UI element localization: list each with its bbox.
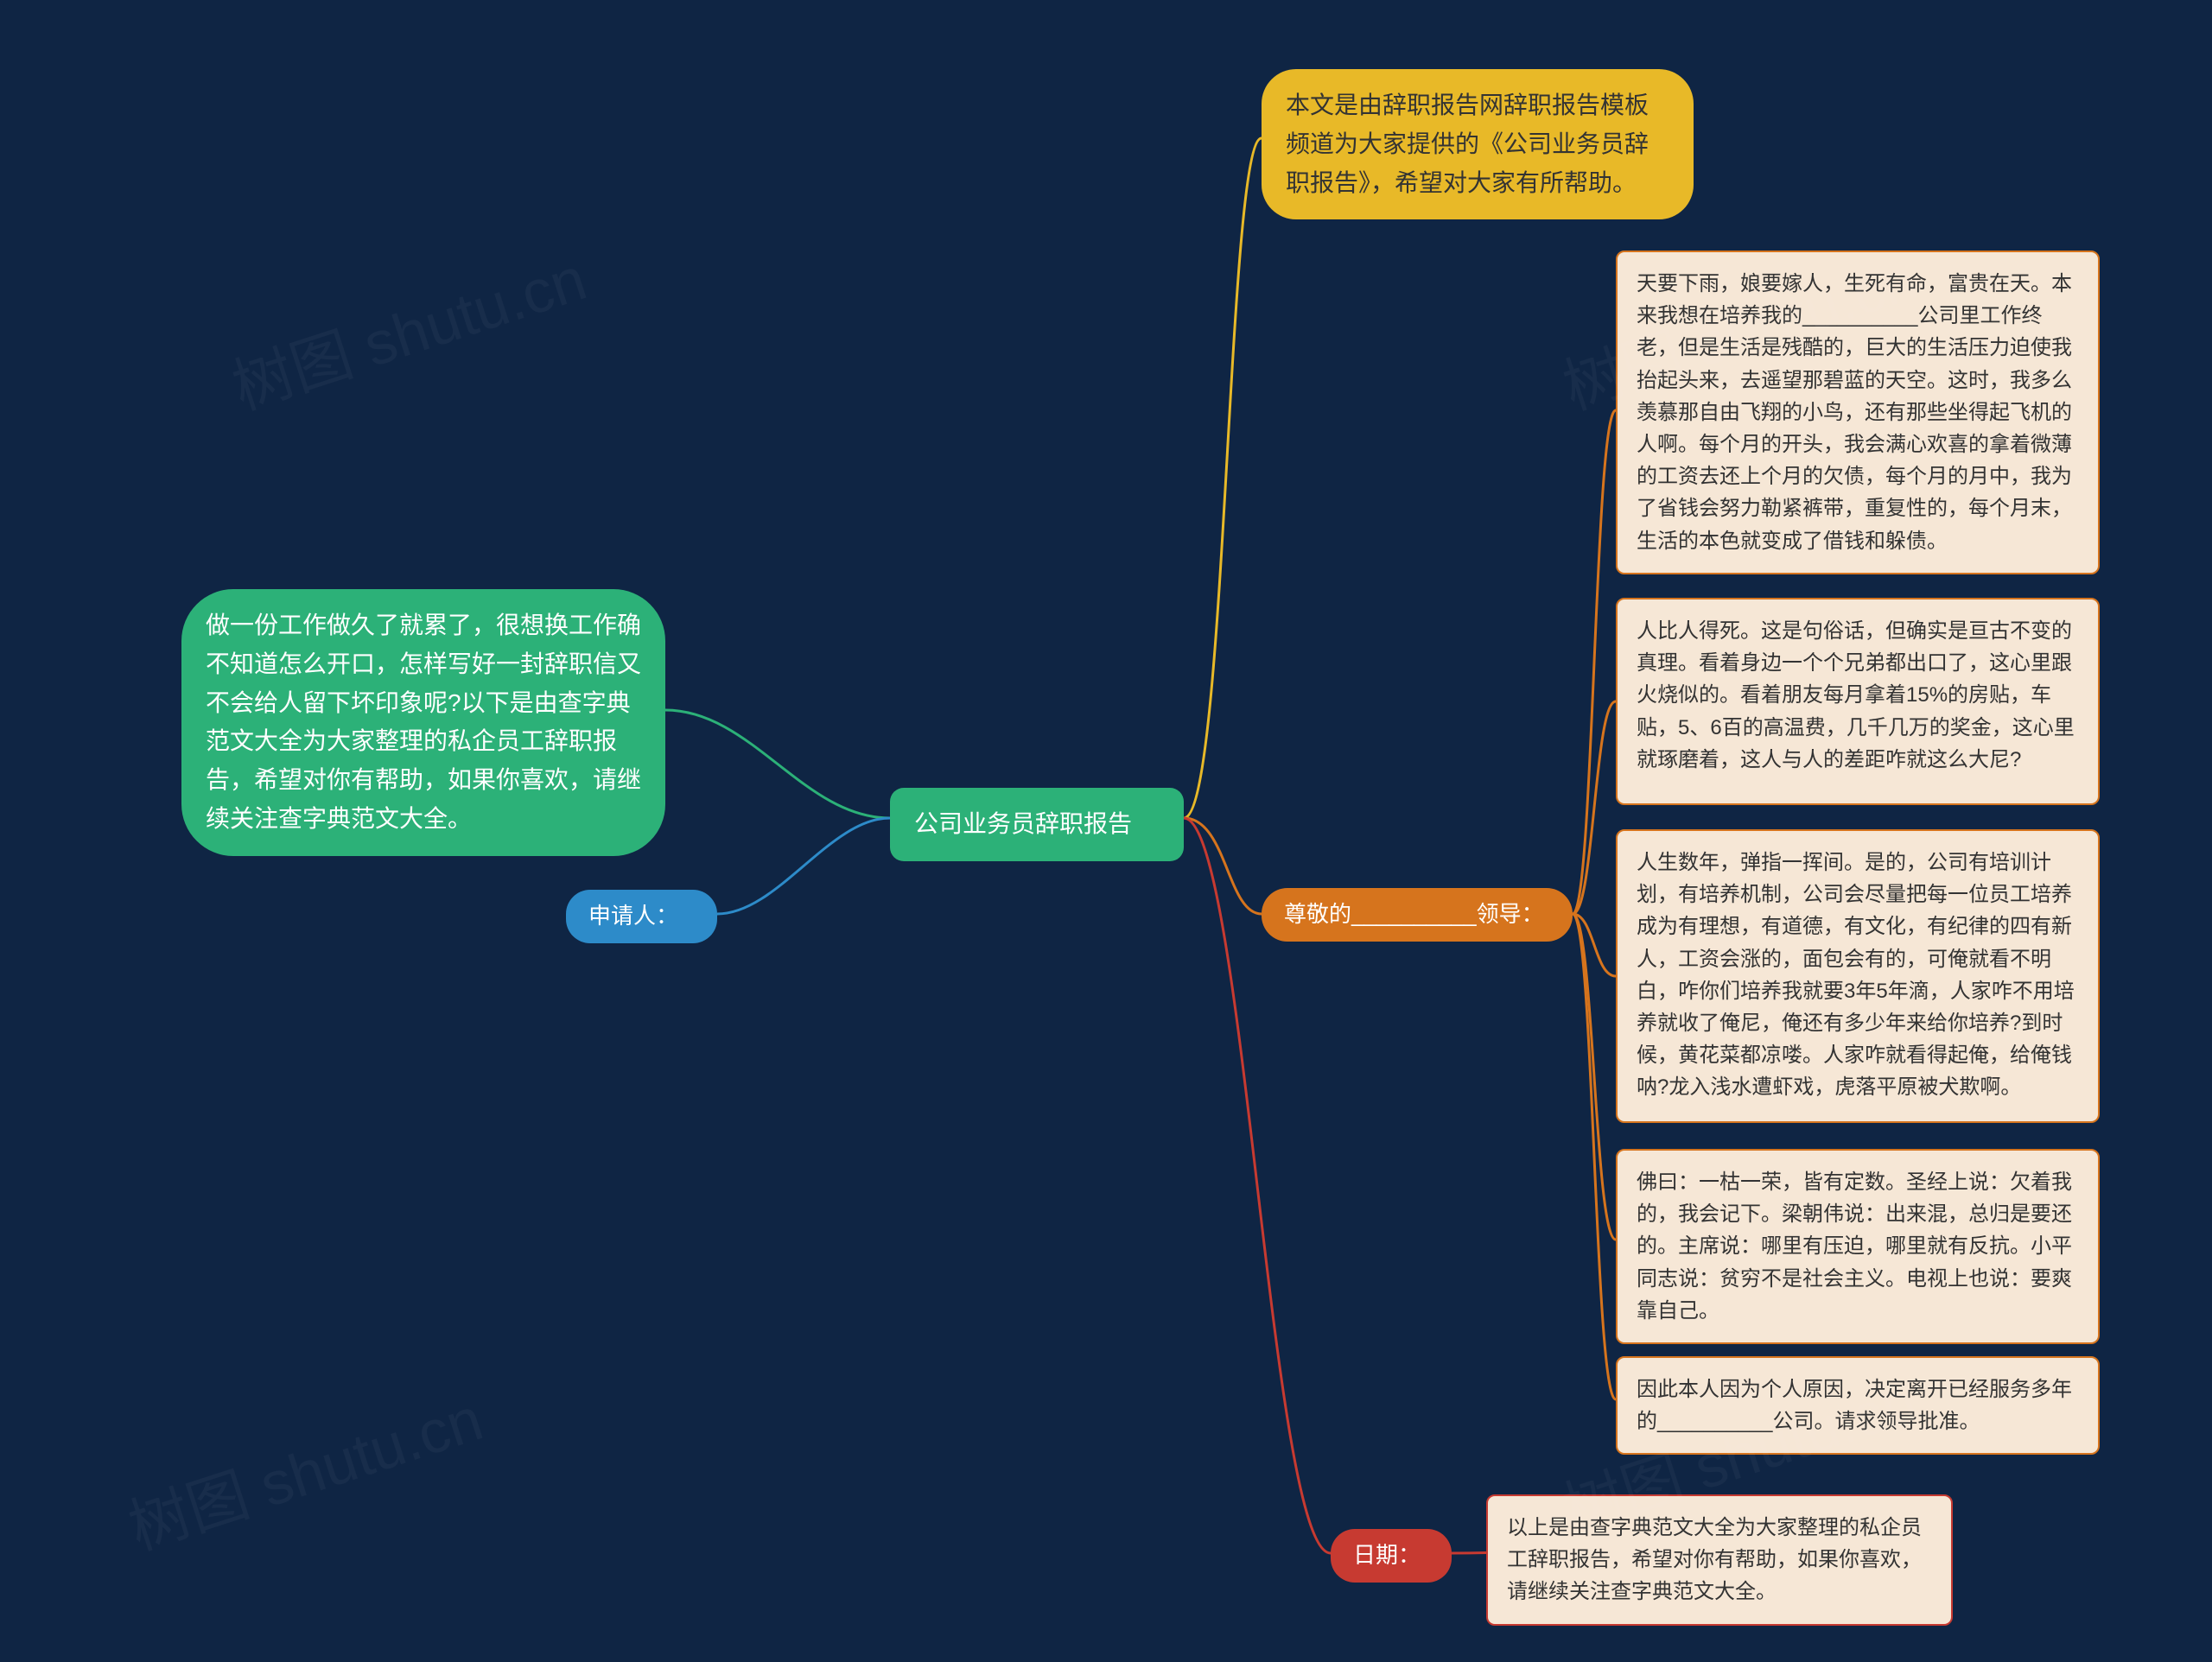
dear-leader-node[interactable]: 尊敬的__________领导： xyxy=(1262,888,1573,942)
paragraph-2-text: 人比人得死。这是句俗话，但确实是亘古不变的真理。看着身边一个个兄弟都出口了，这心… xyxy=(1637,619,2075,771)
footer-note-node[interactable]: 以上是由查字典范文大全为大家整理的私企员工辞职报告，希望对你有帮助，如果你喜欢，… xyxy=(1486,1494,1953,1626)
paragraph-1-text: 天要下雨，娘要嫁人，生死有命，富贵在天。本来我想在培养我的__________公… xyxy=(1637,272,2072,553)
intro-left-text: 做一份工作做久了就累了，很想换工作确不知道怎么开口，怎样写好一封辞职信又不会给人… xyxy=(206,612,641,832)
root-label: 公司业务员辞职报告 xyxy=(914,810,1132,837)
applicant-node[interactable]: 申请人： xyxy=(566,890,717,943)
paragraph-2-node[interactable]: 人比人得死。这是句俗话，但确实是亘古不变的真理。看着身边一个个兄弟都出口了，这心… xyxy=(1616,598,2100,805)
watermark-text: 树图 shutu.cn xyxy=(117,1371,493,1567)
paragraph-3-text: 人生数年，弹指一挥间。是的，公司有培训计划，有培养机制，公司会尽量把每一位员工培… xyxy=(1637,851,2075,1099)
template-note-node[interactable]: 本文是由辞职报告网辞职报告模板频道为大家提供的《公司业务员辞职报告》，希望对大家… xyxy=(1262,69,1694,219)
footer-note-text: 以上是由查字典范文大全为大家整理的私企员工辞职报告，希望对你有帮助，如果你喜欢，… xyxy=(1507,1516,1922,1603)
intro-left-node[interactable]: 做一份工作做久了就累了，很想换工作确不知道怎么开口，怎样写好一封辞职信又不会给人… xyxy=(181,589,665,856)
paragraph-1-node[interactable]: 天要下雨，娘要嫁人，生死有命，富贵在天。本来我想在培养我的__________公… xyxy=(1616,251,2100,574)
paragraph-3-node[interactable]: 人生数年，弹指一挥间。是的，公司有培训计划，有培养机制，公司会尽量把每一位员工培… xyxy=(1616,829,2100,1123)
root-node[interactable]: 公司业务员辞职报告 xyxy=(890,788,1184,861)
paragraph-5-node[interactable]: 因此本人因为个人原因，决定离开已经服务多年的__________公司。请求领导批… xyxy=(1616,1356,2100,1455)
date-node[interactable]: 日期： xyxy=(1331,1529,1452,1583)
template-note-text: 本文是由辞职报告网辞职报告模板频道为大家提供的《公司业务员辞职报告》，希望对大家… xyxy=(1286,92,1649,196)
date-label: 日期： xyxy=(1353,1542,1421,1568)
paragraph-4-text: 佛曰：一枯一荣，皆有定数。圣经上说：欠着我的，我会记下。梁朝伟说：出来混，总归是… xyxy=(1637,1170,2072,1323)
applicant-label: 申请人： xyxy=(588,903,678,929)
dear-leader-text: 尊敬的__________领导： xyxy=(1284,901,1544,927)
watermark-text: 树图 shutu.cn xyxy=(220,231,596,427)
paragraph-5-text: 因此本人因为个人原因，决定离开已经服务多年的__________公司。请求领导批… xyxy=(1637,1378,2072,1433)
paragraph-4-node[interactable]: 佛曰：一枯一荣，皆有定数。圣经上说：欠着我的，我会记下。梁朝伟说：出来混，总归是… xyxy=(1616,1149,2100,1344)
